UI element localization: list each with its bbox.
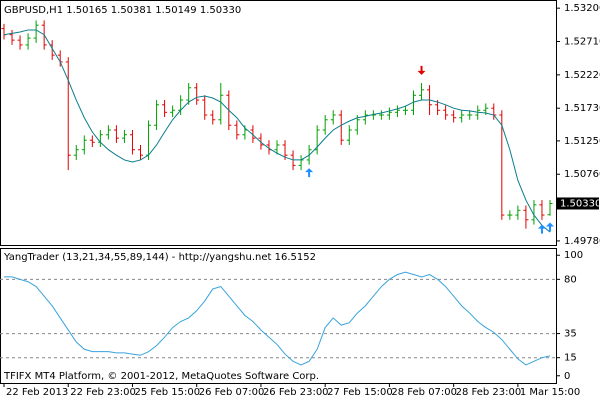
chart-title: GBPUSD,H1 1.50165 1.50381 1.50149 1.5033… <box>4 5 241 16</box>
y-tick-label: 1.53200 <box>564 3 600 14</box>
y-tick-label: 80 <box>564 274 577 285</box>
y-tick-label: 0 <box>564 371 570 382</box>
x-tick-label: 26 Feb 23:00 <box>263 387 329 398</box>
x-tick-label: 28 Feb 23:00 <box>456 387 522 398</box>
x-tick-label: 1 Mar 15:00 <box>520 387 580 398</box>
y-tick-label: 1.51730 <box>564 103 600 114</box>
x-tick-label: 26 Feb 07:00 <box>199 387 265 398</box>
signal-arrow <box>417 65 426 75</box>
y-tick-label: 1.51250 <box>564 136 600 147</box>
series-line <box>3 29 551 233</box>
indicator-title: YangTrader (13,21,34,55,89,144) - http:/… <box>3 252 316 263</box>
y-tick-label: 35 <box>564 329 577 340</box>
y-tick-label: 1.52220 <box>564 70 600 81</box>
y-tick-label: 15 <box>564 353 577 364</box>
last-price-box <box>557 197 599 210</box>
indicator-panel-frame <box>0 248 557 384</box>
x-tick-label: 22 Feb 23:00 <box>70 387 136 398</box>
signal-arrow <box>305 168 314 178</box>
x-tick-label: 27 Feb 15:00 <box>327 387 393 398</box>
y-tick-label: 1.49780 <box>564 236 600 247</box>
main-panel-frame <box>0 0 557 246</box>
signal-arrow <box>537 224 546 234</box>
footer-text: TFIFX MT4 Platform, © 2001-2012, MetaQuo… <box>3 371 319 382</box>
last-price-label: 1.50330 <box>560 198 600 209</box>
y-tick-label: 1.52710 <box>564 37 600 48</box>
y-tick-label: 1.50760 <box>564 169 600 180</box>
x-tick-label: 22 Feb 2013 <box>6 387 68 398</box>
y-tick-label: 100 <box>564 250 583 261</box>
series-line <box>4 271 551 366</box>
x-tick-label: 25 Feb 15:00 <box>134 387 200 398</box>
x-tick-label: 28 Feb 07:00 <box>391 387 457 398</box>
signal-arrow <box>546 222 554 232</box>
